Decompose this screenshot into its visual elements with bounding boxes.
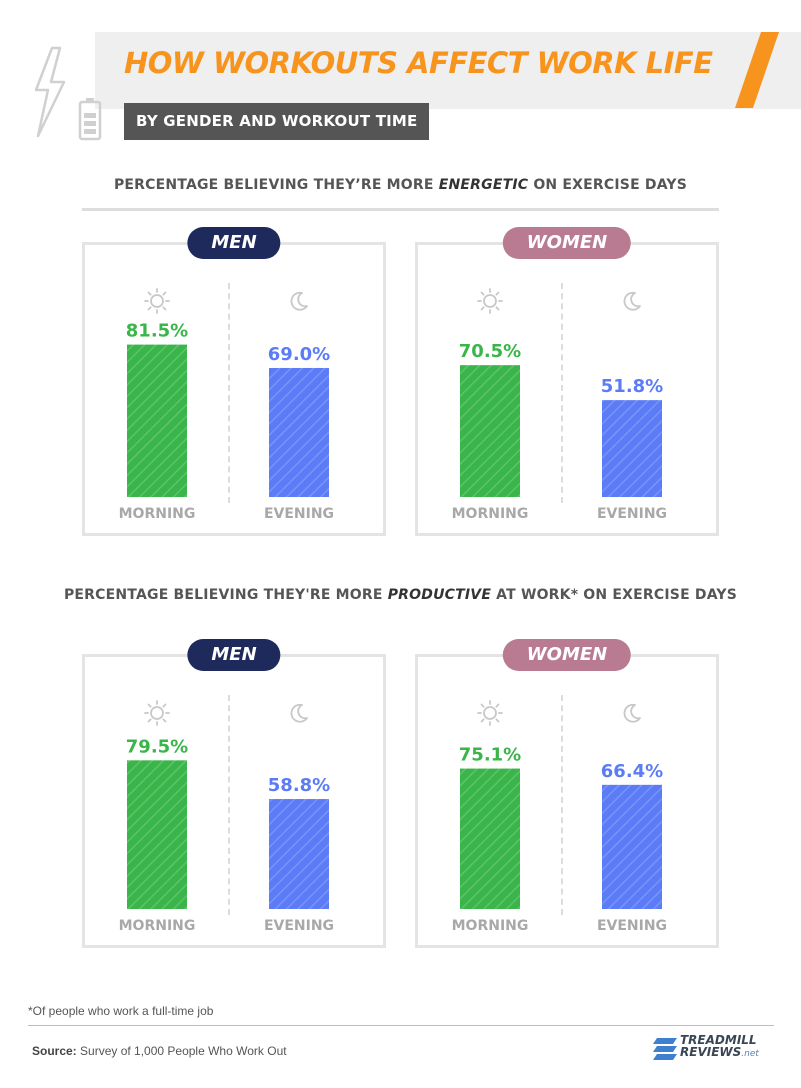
section-heading-energetic: PERCENTAGE BELIEVING THEY’RE MORE ENERGE… [0,177,801,193]
source-label: Source: [32,1044,77,1058]
panel-label-men: MEN [187,639,281,671]
page-title: HOW WORKOUTS AFFECT WORK LIFE [124,46,713,80]
bar-morning [460,768,520,909]
panel-label-women: WOMEN [502,639,632,671]
logo-line-1: TREADMILL [680,1033,757,1047]
logo-suffix: .net [741,1049,759,1059]
panel-energetic-women: WOMEN 70.5% MORNING 51.8% EVENING [415,227,719,536]
panel-divider [561,283,563,503]
data-label: 58.8% [268,775,330,796]
panel-divider [228,283,230,503]
sun-icon [144,288,170,314]
data-label: 81.5% [126,321,188,342]
heading-emphasis: ENERGETIC [438,177,529,193]
data-label: 51.8% [601,376,663,397]
bar-morning [127,760,187,909]
moon-icon [623,291,641,311]
sun-icon [144,700,170,726]
heading-text: AT WORK* ON EXERCISE DAYS [491,587,738,603]
heading-text: PERCENTAGE BELIEVING THEY'RE MORE [63,587,388,603]
bar-evening [602,400,662,497]
moon-icon [290,291,308,311]
category-label: MORNING [119,506,196,522]
category-label: MORNING [119,918,196,934]
panel-productive-men: MEN 79.5% MORNING 58.8% EVENING [82,639,386,948]
section-heading-productive: PERCENTAGE BELIEVING THEY'RE MORE PRODUC… [0,587,801,603]
bar-chart: 70.5% MORNING 51.8% EVENING [452,288,667,522]
source-text: Survey of 1,000 People Who Work Out [76,1044,287,1058]
panel-energetic-men: MEN 81.5% MORNING 69.0% EVENING [82,227,386,536]
heading-text: ON EXERCISE DAYS [528,177,688,193]
sun-icon [477,700,503,726]
panel-productive-women: WOMEN 75.1% MORNING 66.4% EVENING [415,639,719,948]
bar-chart: 79.5% MORNING 58.8% EVENING [119,700,334,934]
section-rule [82,208,719,211]
category-label: MORNING [452,506,529,522]
moon-icon [623,703,641,723]
data-label: 75.1% [459,745,521,766]
bar-chart: 81.5% MORNING 69.0% EVENING [119,288,334,522]
category-label: EVENING [597,506,667,522]
category-label: EVENING [264,506,334,522]
data-label: 79.5% [126,736,188,757]
panel-divider [228,695,230,915]
moon-icon [290,703,308,723]
panel-label-men: MEN [187,227,281,259]
treadmill-logo-icon [653,1038,677,1060]
category-label: MORNING [452,918,529,934]
bar-chart: 75.1% MORNING 66.4% EVENING [452,700,667,934]
orange-accent-slash [735,32,779,108]
bar-evening [269,367,329,497]
bar-morning [460,365,520,497]
bar-evening [602,784,662,909]
panel-label-women: WOMEN [502,227,632,259]
lightning-bolt-icon [34,46,66,138]
sun-icon [477,288,503,314]
category-label: EVENING [597,918,667,934]
battery-icon [78,98,102,141]
header-band [95,32,801,109]
source-line: Source: Survey of 1,000 People Who Work … [32,1044,287,1058]
logo-line-2: REVIEWS [680,1045,742,1059]
data-label: 70.5% [459,341,521,362]
category-label: EVENING [264,918,334,934]
page-subtitle: BY GENDER AND WORKOUT TIME [124,103,430,140]
footer-rule [28,1025,774,1026]
footnote: *Of people who work a full-time job [28,1004,214,1018]
heading-text: PERCENTAGE BELIEVING THEY’RE MORE [113,177,439,193]
data-label: 69.0% [268,344,330,365]
data-label: 66.4% [601,761,663,782]
heading-emphasis: PRODUCTIVE [387,587,492,603]
bar-evening [269,799,329,909]
bar-morning [127,344,187,497]
panel-divider [561,695,563,915]
treadmill-logo-text: TREADMILL REVIEWS.net [680,1034,759,1060]
